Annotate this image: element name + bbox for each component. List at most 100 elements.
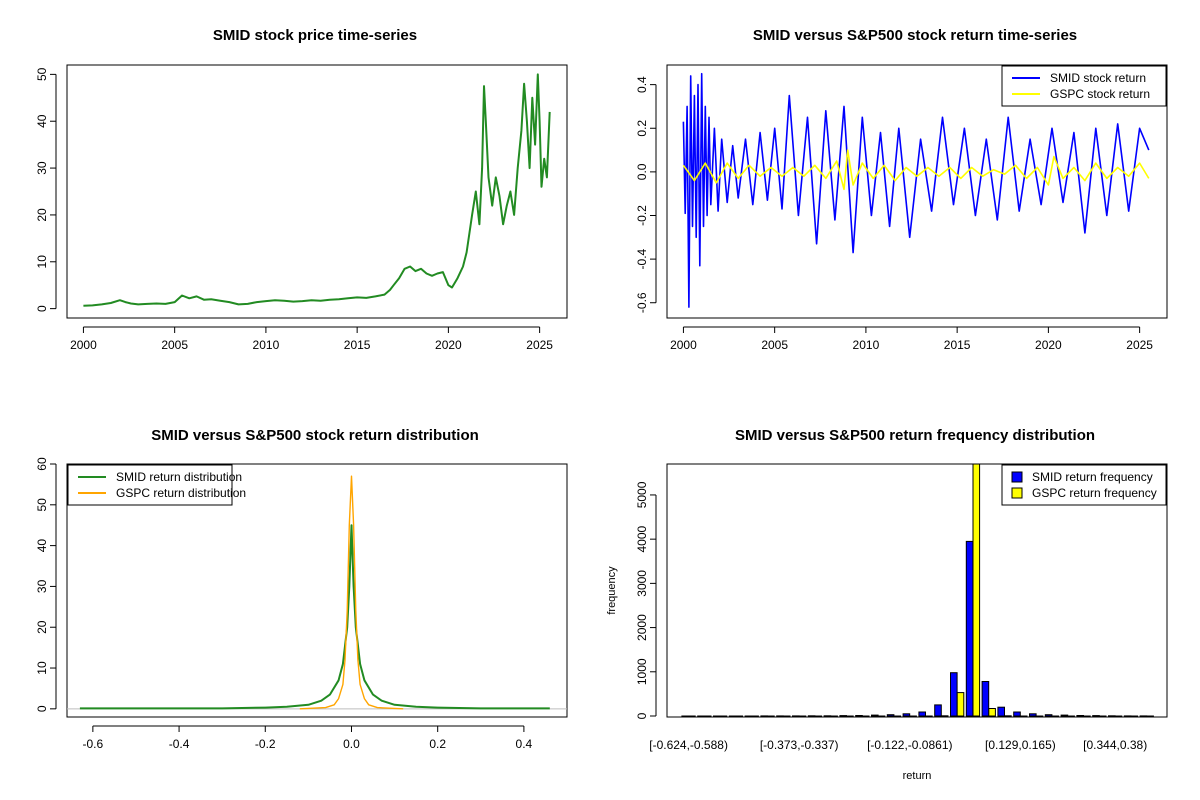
x-tick-label: -0.2 (255, 737, 276, 751)
smid-frequency-bar (823, 715, 832, 718)
plot-frame (66, 64, 568, 319)
y-tick-label: 50 (35, 498, 49, 512)
y-tick-label: 3000 (635, 570, 649, 597)
smid-frequency-bar (902, 713, 911, 717)
smid-frequency-bar (886, 714, 895, 717)
smid-frequency-bar (807, 715, 816, 718)
smid-frequency-bar (1060, 714, 1069, 717)
x-axis-label: return (903, 770, 932, 782)
gspc-return-line (682, 149, 1150, 191)
gspc-frequency-bar (1004, 715, 1012, 718)
gspc-frequency-bar (688, 715, 696, 718)
smid-frequency-bar (776, 715, 784, 718)
gspc-frequency-bar (1019, 715, 1028, 718)
smid-frequency-bar (681, 715, 690, 718)
x-tick-label: 0.4 (516, 737, 533, 751)
y-tick-label: 4000 (635, 525, 649, 552)
smid-frequency-bar (871, 714, 879, 717)
gspc-frequency-bar (767, 715, 775, 718)
gspc-frequency-bar (1114, 715, 1123, 718)
smid-frequency-bar (918, 711, 927, 717)
plot-frame (66, 463, 568, 718)
x-tick-label: 2000 (70, 338, 97, 352)
chart-title: SMID versus S&P500 stock return distribu… (151, 427, 479, 444)
smid-frequency-bar (1108, 715, 1116, 718)
x-tick-label: 0.2 (429, 737, 446, 751)
x-tick-label: 2025 (526, 338, 553, 352)
gspc-frequency-bar (782, 715, 791, 718)
x-tick-label: 2025 (1126, 338, 1153, 352)
return-frequency-chart: SMID versus S&P500 return frequency dist… (606, 427, 1168, 782)
legend-label: GSPC return distribution (116, 486, 246, 500)
gspc-frequency-bar (909, 715, 917, 718)
smid-return-line (682, 72, 1150, 308)
gspc-frequency-bar (814, 715, 823, 718)
smid-frequency-bar (1029, 713, 1037, 717)
smid-frequency-bar (1139, 715, 1148, 718)
y-tick-label: 50 (35, 67, 49, 81)
x-tick-label: 0.0 (343, 737, 360, 751)
smid-frequency-bar (839, 715, 848, 717)
gspc-frequency-bar (1098, 715, 1107, 718)
x-tick-label: 2020 (1035, 338, 1062, 352)
gspc-frequency-bar (1067, 715, 1075, 718)
legend-label: SMID return distribution (116, 470, 242, 484)
gspc-frequency-bar (798, 715, 807, 718)
y-tick-label: 30 (35, 161, 49, 175)
y-tick-label: 0 (35, 705, 49, 712)
chart-title: SMID versus S&P500 return frequency dist… (735, 427, 1095, 444)
y-tick-label: 2000 (635, 614, 649, 641)
smid-frequency-bar (934, 704, 942, 717)
y-tick-label: 0.0 (635, 163, 649, 180)
legend-box (67, 464, 233, 506)
x-tick-label: [0.344,0.38) (1083, 738, 1147, 752)
y-tick-label: 40 (35, 539, 49, 553)
gspc-frequency-bar (1083, 715, 1091, 718)
gspc-frequency-bar (703, 715, 712, 718)
smid-frequency-bar (1044, 714, 1053, 717)
gspc-frequency-bar (735, 715, 744, 718)
x-tick-label: -0.6 (83, 737, 104, 751)
legend-box (1001, 65, 1167, 107)
smid-frequency-bar (792, 715, 800, 718)
legend-label: GSPC return frequency (1032, 486, 1157, 500)
y-tick-label: -0.6 (635, 292, 649, 313)
smid-frequency-bar (1013, 711, 1021, 717)
legend-swatch (1011, 471, 1023, 483)
x-tick-label: 2010 (253, 338, 280, 352)
smid-density-line (79, 524, 550, 710)
gspc-frequency-bar (1146, 715, 1154, 718)
chart-title: SMID versus S&P500 stock return time-ser… (753, 27, 1077, 44)
x-tick-label: 2020 (435, 338, 462, 352)
price-chart: SMID stock price time-series 0 10 20 30 40 50 2… (35, 27, 568, 352)
y-tick-label: 1000 (635, 658, 649, 685)
gspc-frequency-bar (719, 715, 728, 718)
smid-frequency-bar (1092, 715, 1100, 717)
legend-label: SMID stock return (1050, 71, 1146, 85)
x-tick-label: 2015 (344, 338, 371, 352)
smid-frequency-bar (1123, 715, 1132, 718)
y-tick-label: 0.2 (635, 120, 649, 137)
gspc-frequency-bar (988, 708, 996, 717)
smid-frequency-bar (760, 715, 769, 718)
y-tick-label: 10 (35, 255, 49, 269)
smid-frequency-bar (855, 715, 863, 717)
legend-label: GSPC stock return (1050, 87, 1150, 101)
smid-frequency-bar (1076, 715, 1085, 717)
y-tick-label: 0.4 (635, 76, 649, 93)
gspc-frequency-bar (861, 715, 870, 718)
x-tick-label: 2010 (853, 338, 880, 352)
gspc-frequency-bar (940, 715, 949, 718)
y-tick-label: 30 (35, 579, 49, 593)
x-tick-label: 2005 (761, 338, 788, 352)
y-tick-label: 0 (35, 305, 49, 312)
x-tick-label: 2005 (161, 338, 188, 352)
gspc-frequency-bar (972, 463, 981, 717)
y-tick-label: 0 (635, 712, 649, 719)
x-tick-label: [-0.373,-0.337) (760, 738, 839, 752)
y-tick-label: 60 (35, 457, 49, 471)
gspc-density-line (299, 475, 404, 710)
gspc-frequency-bar (1130, 715, 1139, 718)
y-tick-label: 5000 (635, 481, 649, 508)
